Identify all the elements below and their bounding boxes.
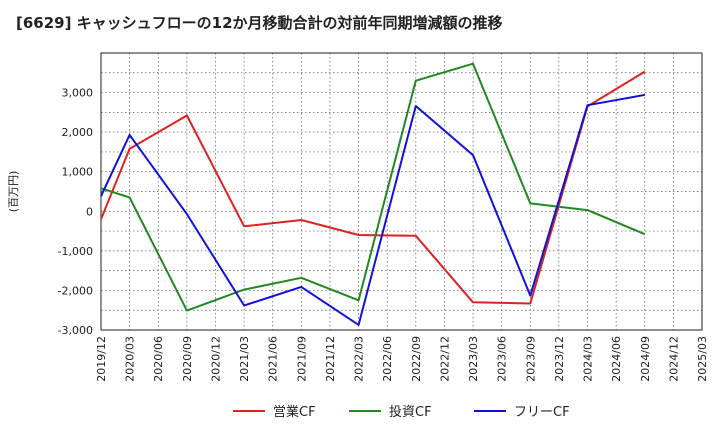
y-tick-label: -1,000	[58, 245, 93, 258]
plot-frame	[100, 52, 703, 331]
x-tick-label: 2025/03	[696, 336, 709, 382]
legend-label-2: フリーCF	[514, 405, 570, 420]
y-tick-label: -3,000	[58, 324, 93, 337]
legend: 営業CF 投資CF フリーCF	[233, 404, 570, 420]
y-tick-label: -2,000	[58, 284, 93, 297]
x-tick-label: 2023/03	[467, 336, 480, 382]
chart-title: [6629] キャッシュフローの12か月移動合計の対前年同期増減額の推移	[16, 14, 503, 32]
x-tick-label: 2024/06	[610, 336, 623, 382]
grid	[100, 52, 703, 331]
x-tick-label: 2022/03	[353, 336, 366, 382]
y-tick-label: 0	[86, 205, 93, 218]
x-tick-label: 2023/06	[496, 336, 509, 382]
x-tick-label: 2022/09	[410, 336, 423, 382]
x-tick-label: 2021/09	[295, 336, 308, 382]
axes: -3,000 -2,000 -1,000 0 1,000 2,000 3,000 (百万円) 2…	[7, 52, 709, 382]
x-tick-label: 2020/09	[181, 336, 194, 382]
series-line-2	[100, 93, 645, 326]
x-tick-label: 2019/12	[95, 336, 108, 382]
x-tick-label: 2021/03	[238, 336, 251, 382]
y-axis-label: (百万円)	[7, 171, 20, 213]
x-tick-label: 2022/12	[438, 336, 451, 382]
x-tick-label: 2023/09	[524, 336, 537, 382]
x-tick-label: 2024/03	[582, 336, 595, 382]
x-tick-label: 2020/12	[209, 336, 222, 382]
series-line-1	[100, 62, 646, 312]
x-tick-label: 2021/12	[324, 336, 337, 382]
x-tick-label: 2024/09	[639, 336, 652, 382]
y-tick-label: 1,000	[62, 166, 94, 179]
legend-label-1: 投資CF	[389, 404, 432, 420]
x-tick-label: 2021/06	[267, 336, 280, 382]
x-tick-label: 2022/06	[381, 336, 394, 382]
y-tick-label: 3,000	[62, 87, 94, 100]
series-line-0	[100, 70, 646, 305]
y-tick-label: 2,000	[62, 126, 94, 139]
legend-label-0: 営業CF	[273, 404, 316, 420]
x-tick-label: 2020/03	[124, 336, 137, 382]
x-tick-label: 2023/12	[553, 336, 566, 382]
x-tick-label: 2020/06	[152, 336, 165, 382]
x-tick-label: 2024/12	[667, 336, 680, 382]
series-lines	[100, 62, 646, 326]
